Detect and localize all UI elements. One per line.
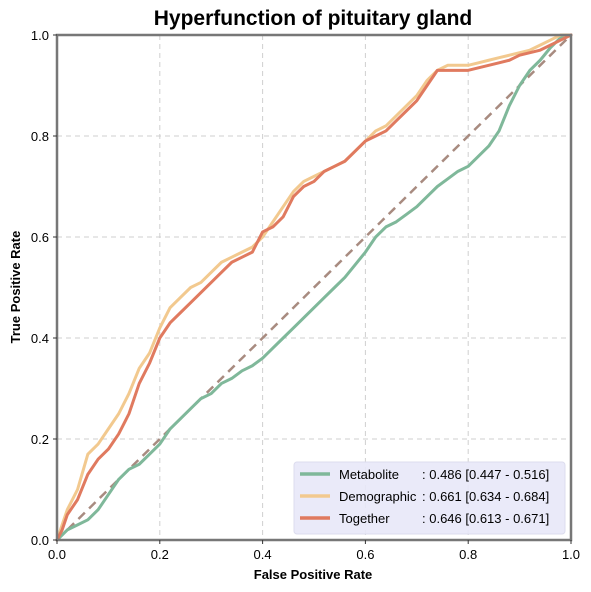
legend-series-name: Demographic — [339, 489, 417, 504]
grid — [57, 35, 571, 540]
y-tick-label: 1.0 — [31, 28, 49, 43]
y-axis-ticks: 0.0 0.2 0.4 0.6 0.8 1.0 — [31, 28, 57, 548]
plot-frame — [55, 33, 573, 542]
legend: Metabolite : 0.486 [0.447 - 0.516] Demogra… — [293, 461, 566, 535]
y-tick-label: 0.4 — [31, 331, 49, 346]
diagonal-line — [56, 34, 572, 541]
y-axis-label: True Positive Rate — [8, 231, 23, 344]
y-tick-label: 0.6 — [31, 230, 49, 245]
roc-curves — [55, 33, 573, 542]
y-tick-label: 0.0 — [31, 533, 49, 548]
x-tick-label: 1.0 — [562, 547, 580, 562]
legend-series-auc: : 0.646 [0.613 - 0.671] — [422, 511, 549, 526]
x-tick-label: 0.2 — [151, 547, 169, 562]
series-line-demographic — [55, 33, 573, 542]
x-tick-label: 0.8 — [459, 547, 477, 562]
series-line-metabolite — [55, 33, 573, 542]
legend-series-name: Together — [339, 511, 390, 526]
series-line-together — [55, 33, 573, 542]
y-tick-label: 0.2 — [31, 432, 49, 447]
legend-series-auc: : 0.486 [0.447 - 0.516] — [422, 467, 549, 482]
y-tick-label: 0.8 — [31, 129, 49, 144]
legend-series-auc: : 0.661 [0.634 - 0.684] — [422, 489, 549, 504]
x-tick-label: 0.4 — [254, 547, 272, 562]
legend-series-name: Metabolite — [339, 467, 399, 482]
chance-diagonal — [56, 34, 572, 541]
x-tick-label: 0.0 — [48, 547, 66, 562]
chart-title: Hyperfunction of pituitary gland — [154, 7, 473, 30]
x-tick-label: 0.6 — [356, 547, 374, 562]
x-axis-ticks: 0.0 0.2 0.4 0.6 0.8 1.0 — [48, 540, 580, 562]
x-axis-label: False Positive Rate — [254, 567, 373, 582]
legend-box — [293, 461, 566, 535]
